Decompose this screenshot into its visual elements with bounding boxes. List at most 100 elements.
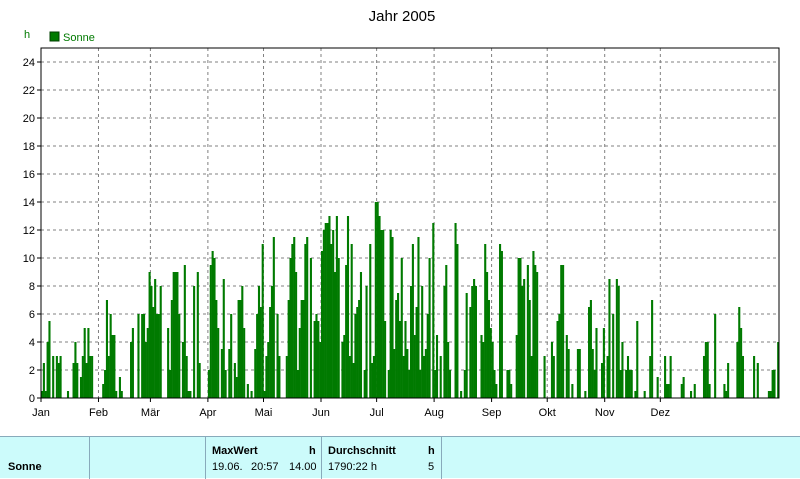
bar: [157, 314, 160, 398]
bar: [209, 265, 212, 398]
bar: [532, 251, 535, 398]
bar: [150, 286, 153, 398]
bar: [155, 314, 159, 398]
bar: [680, 384, 683, 398]
y-tick-label: 6: [29, 309, 35, 321]
bar: [172, 272, 175, 398]
bar: [131, 328, 134, 398]
bar: [104, 370, 107, 398]
bar: [456, 244, 459, 398]
bar: [250, 391, 253, 398]
bar: [141, 314, 144, 398]
bar: [109, 314, 112, 398]
bar: [398, 321, 401, 398]
bar: [443, 286, 446, 398]
bar: [137, 314, 140, 398]
bar: [480, 335, 483, 398]
bar: [463, 370, 466, 398]
bar: [643, 391, 646, 398]
bar: [562, 265, 565, 398]
bar: [556, 321, 559, 398]
footer-avg-cell: Durchschnitt h 1790:22 h 5: [322, 437, 442, 479]
bar: [625, 370, 628, 398]
bar: [313, 321, 316, 398]
bar: [393, 349, 396, 398]
bar: [91, 356, 94, 398]
bar: [365, 286, 368, 398]
bar: [120, 391, 123, 398]
bar: [256, 314, 259, 398]
sunshine-chart: Jahr 2005 h Sonne 024681012141618202224 …: [23, 8, 780, 419]
bars: [41, 202, 780, 398]
x-tick-label: Feb: [89, 407, 108, 419]
bar: [667, 384, 670, 398]
bar: [753, 356, 756, 398]
bar: [113, 335, 116, 398]
bar: [228, 349, 231, 398]
bar: [448, 370, 452, 398]
bar: [404, 321, 407, 398]
max-value: 14.00: [289, 461, 317, 473]
bar: [55, 356, 58, 398]
bar: [571, 384, 574, 398]
bar: [634, 391, 637, 398]
x-tick-label: Sep: [482, 407, 502, 419]
bar: [220, 349, 223, 398]
bar: [612, 314, 615, 398]
bar: [471, 286, 474, 398]
bar: [89, 356, 92, 398]
bar: [285, 356, 288, 398]
bar: [421, 286, 424, 398]
bar: [432, 223, 435, 398]
bar: [669, 356, 672, 398]
bar: [48, 321, 51, 398]
bar: [606, 356, 609, 398]
bar: [693, 384, 696, 398]
bar: [237, 300, 240, 398]
bar: [105, 300, 108, 398]
bar: [740, 328, 743, 398]
bar: [159, 286, 162, 398]
bar: [196, 272, 199, 398]
bar: [343, 335, 346, 398]
bar: [335, 216, 338, 398]
bar: [384, 321, 387, 398]
bar: [115, 391, 118, 398]
y-tick-label: 16: [23, 169, 35, 181]
bar: [628, 370, 631, 398]
bar: [168, 370, 172, 398]
bar: [723, 384, 726, 398]
bar: [593, 370, 596, 398]
bar: [493, 370, 496, 398]
bar: [239, 300, 242, 398]
bar: [517, 258, 520, 398]
bar: [413, 335, 416, 398]
bar: [736, 342, 739, 398]
y-tick-label: 0: [29, 393, 35, 405]
bar: [767, 391, 770, 398]
bar: [291, 244, 294, 398]
bar: [319, 342, 322, 398]
bar: [454, 223, 457, 398]
bar: [265, 356, 268, 398]
bar: [42, 363, 45, 398]
bar: [506, 370, 509, 398]
bar: [445, 265, 448, 398]
bar: [102, 384, 105, 398]
bar: [328, 216, 331, 398]
bar: [359, 272, 363, 398]
bar: [500, 251, 503, 398]
bar: [508, 370, 511, 398]
bar: [198, 363, 201, 398]
bar: [465, 293, 468, 398]
avg-value: 5: [428, 461, 435, 473]
bar: [309, 258, 312, 398]
bar: [534, 265, 537, 398]
bar: [589, 300, 592, 398]
bar: [552, 356, 555, 398]
bar: [428, 258, 431, 398]
bar: [243, 328, 246, 398]
bar: [241, 286, 244, 398]
bar: [371, 363, 374, 398]
max-time: 20:57: [251, 461, 279, 473]
